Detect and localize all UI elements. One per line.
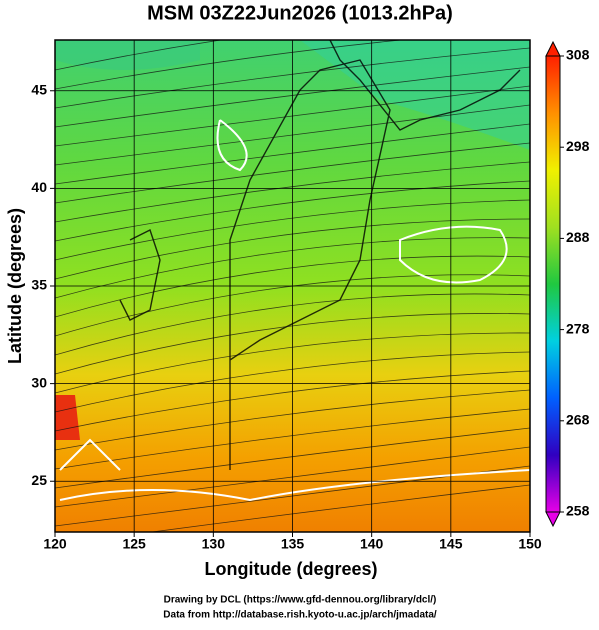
- chart-title: MSM 03Z22Jun2026 (1013.2hPa): [147, 2, 453, 24]
- x-tick-label: 150: [518, 536, 542, 552]
- y-axis-title: Latitude (degrees): [5, 208, 25, 364]
- colorbar-tick-label: 298: [566, 138, 590, 154]
- colorbar-bottom-arrow: [545, 511, 561, 528]
- credit: Data from http://database.rish.kyoto-u.a…: [163, 610, 437, 621]
- x-tick-label: 125: [122, 536, 146, 552]
- colorbar-tick-label: 288: [566, 229, 590, 245]
- y-tick-label: 45: [31, 81, 47, 97]
- x-tick-label: 130: [202, 536, 226, 552]
- x-tick-label: 135: [281, 536, 305, 552]
- colorbar-tick-label: 268: [566, 412, 590, 428]
- y-tick-label: 30: [31, 374, 47, 390]
- colorbar-tick-label: 258: [566, 503, 590, 519]
- y-tick-label: 35: [31, 277, 47, 293]
- y-tick-label: 40: [31, 179, 47, 195]
- x-tick-label: 145: [439, 536, 463, 552]
- x-axis-title: Longitude (degrees): [204, 559, 377, 579]
- colorbar-top-arrow: [545, 40, 561, 57]
- x-tick-label: 120: [43, 536, 67, 552]
- credit: Drawing by DCL (https://www.gfd-dennou.o…: [164, 595, 437, 606]
- y-tick-label: 25: [31, 472, 47, 488]
- x-tick-label: 140: [360, 536, 384, 552]
- colorbar-tick-label: 278: [566, 320, 590, 336]
- colorbar-tick-label: 308: [566, 47, 590, 63]
- colorbar: [545, 55, 561, 513]
- streamline: [55, 40, 224, 71]
